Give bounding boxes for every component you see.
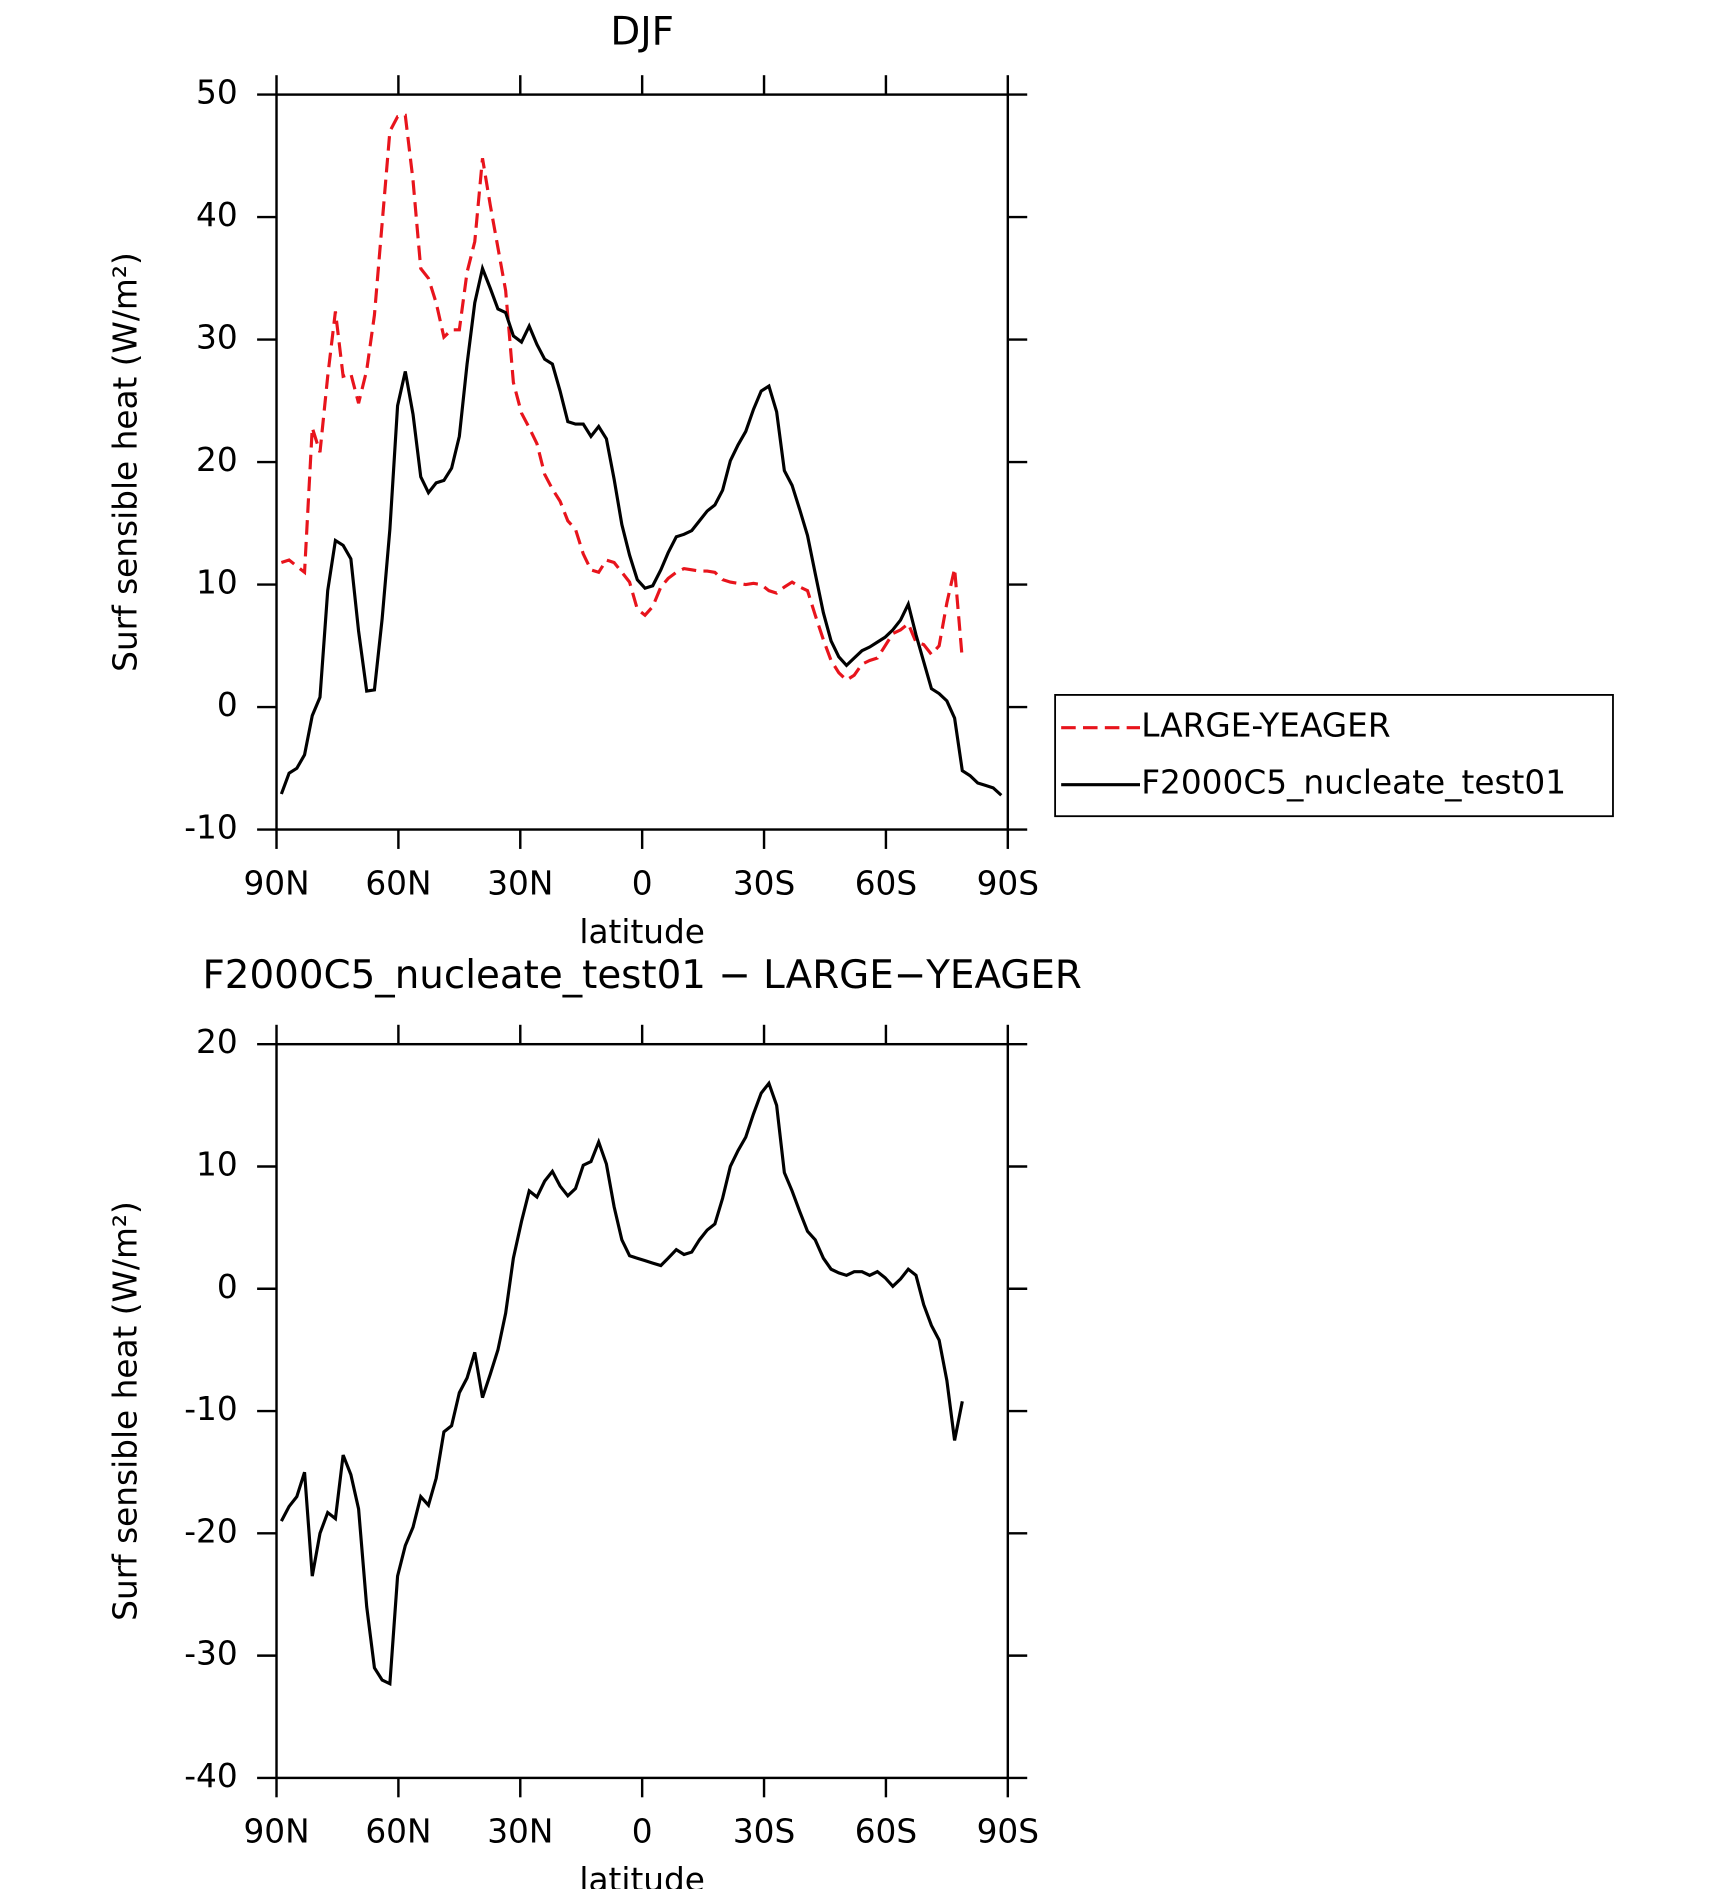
y-tick-label: 50 — [196, 74, 238, 112]
x-tick-label: 30N — [487, 864, 553, 902]
chart-title: F2000C5_nucleate_test01 − LARGE−YEAGER — [202, 953, 1081, 998]
y-tick-label: -40 — [184, 1757, 237, 1795]
x-axis-label: latitude — [579, 1861, 705, 1889]
x-tick-label: 0 — [632, 1813, 653, 1851]
x-tick-label: 60S — [855, 1813, 917, 1851]
y-tick-label: 20 — [196, 441, 238, 479]
y-tick-label: 10 — [196, 564, 238, 602]
x-tick-label: 60N — [365, 1813, 431, 1851]
x-tick-label: 30S — [733, 1813, 795, 1851]
x-tick-label: 30N — [487, 1813, 553, 1851]
x-tick-label: 90S — [977, 864, 1039, 902]
y-tick-label: -10 — [184, 809, 237, 847]
plot-frame — [275, 1042, 1010, 1780]
x-tick-label: 90N — [243, 1813, 309, 1851]
y-tick-label: -10 — [184, 1390, 237, 1428]
y-tick-label: 10 — [196, 1145, 238, 1183]
legend-label: F2000C5_nucleate_test01 — [1141, 764, 1566, 802]
x-tick-label: 60S — [855, 864, 917, 902]
y-axis-label: Surf sensible heat (W/m²) — [106, 252, 144, 672]
y-tick-label: 0 — [217, 1268, 238, 1306]
x-tick-label: 30S — [733, 864, 795, 902]
data-line — [279, 1080, 964, 1687]
y-tick-label: 20 — [196, 1023, 238, 1061]
x-tick-label: 60N — [365, 864, 431, 902]
data-line — [279, 263, 1003, 797]
y-tick-label: -20 — [184, 1512, 237, 1550]
x-tick-label: 90N — [243, 864, 309, 902]
y-tick-label: 30 — [196, 319, 238, 357]
y-tick-label: -30 — [184, 1635, 237, 1673]
x-tick-label: 0 — [632, 864, 653, 902]
legend-label: LARGE-YEAGER — [1141, 707, 1390, 745]
chart-title: DJF — [610, 9, 674, 54]
legend-box — [1054, 694, 1614, 818]
y-axis-label: Surf sensible heat (W/m²) — [106, 1201, 144, 1621]
data-line — [280, 113, 964, 683]
x-axis-label: latitude — [579, 913, 705, 951]
y-tick-label: 40 — [196, 196, 238, 234]
y-tick-label: 0 — [217, 686, 238, 724]
x-tick-label: 90S — [977, 1813, 1039, 1851]
plot-frame — [275, 93, 1010, 831]
